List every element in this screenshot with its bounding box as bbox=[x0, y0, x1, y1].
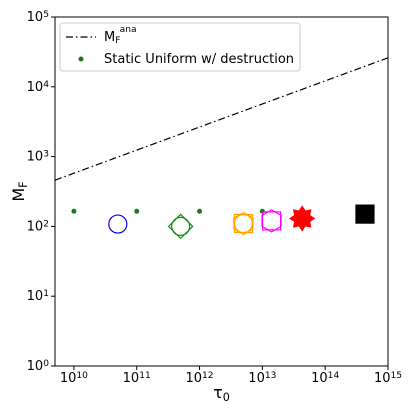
x-tick-label-part: 10 bbox=[248, 371, 265, 386]
x-tick-label: 1012 bbox=[185, 371, 213, 386]
y-tick-label-part: 0 bbox=[43, 359, 49, 369]
x-tick-label: 1014 bbox=[311, 371, 339, 386]
point bbox=[71, 208, 77, 214]
legend-label: MFana bbox=[104, 25, 137, 46]
marker-star bbox=[289, 205, 316, 232]
y-tick-label-part: 2 bbox=[43, 219, 49, 229]
y-axis-label-part: F bbox=[17, 181, 30, 187]
x-tick-label-part: 10 bbox=[60, 371, 77, 386]
x-tick-label: 1013 bbox=[248, 371, 276, 386]
x-tick-label-part: 15 bbox=[390, 371, 402, 381]
legend-label-part: F bbox=[115, 36, 120, 46]
x-tick-label-part: 10 bbox=[185, 371, 202, 386]
y-tick-label-part: 5 bbox=[43, 10, 49, 20]
marker-square bbox=[261, 211, 282, 231]
y-tick-label-part: 10 bbox=[27, 10, 44, 25]
x-tick-label: 1015 bbox=[374, 371, 402, 386]
point bbox=[134, 208, 140, 214]
marker-hexagon bbox=[233, 211, 254, 236]
x-tick-label-part: 10 bbox=[76, 371, 88, 381]
y-tick-label-part: 10 bbox=[27, 80, 44, 95]
marker-hexagon bbox=[261, 209, 282, 233]
y-tick-label: 103 bbox=[27, 150, 50, 165]
y-tick-label: 100 bbox=[27, 359, 50, 374]
y-tick-label-part: 10 bbox=[27, 289, 44, 304]
y-tick-label-part: 4 bbox=[43, 80, 49, 90]
y-tick-label: 104 bbox=[27, 80, 50, 95]
x-tick-label: 1010 bbox=[60, 371, 88, 386]
marker-circle bbox=[233, 213, 254, 234]
y-tick-label-part: 3 bbox=[43, 150, 49, 160]
x-tick-label-part: 13 bbox=[265, 371, 277, 381]
x-axis-label-part: τ bbox=[213, 383, 223, 402]
x-tick-label-part: 10 bbox=[311, 371, 328, 386]
y-tick-label-part: 1 bbox=[43, 289, 49, 299]
plot-frame bbox=[54, 16, 389, 367]
legend: MFana Static Uniform w/ destruction bbox=[59, 22, 301, 72]
y-tick-label: 105 bbox=[27, 10, 49, 25]
marker-diamond bbox=[167, 213, 194, 240]
legend-marker bbox=[78, 56, 84, 62]
y-tick-label-part: 10 bbox=[27, 150, 44, 165]
x-axis-label: τ0 bbox=[213, 383, 230, 404]
y-axis-label: MF bbox=[9, 181, 30, 201]
y-tick-label-part: 10 bbox=[27, 219, 44, 234]
x-tick-label-part: 11 bbox=[139, 371, 151, 381]
legend-label-part: ana bbox=[120, 25, 137, 35]
legend-label: Static Uniform w/ destruction bbox=[104, 52, 294, 67]
x-tick-label: 1011 bbox=[123, 371, 151, 386]
legend-label-part: M bbox=[104, 30, 115, 45]
marker-circle bbox=[171, 216, 191, 236]
line-series bbox=[54, 57, 389, 181]
marker-circle bbox=[108, 214, 128, 234]
x-tick-label-part: 10 bbox=[123, 371, 140, 386]
x-tick-label-part: 14 bbox=[328, 371, 340, 381]
x-tick-label-part: 12 bbox=[202, 371, 214, 381]
marker-square bbox=[355, 204, 375, 224]
y-tick-label-part: 10 bbox=[27, 359, 44, 374]
x-tick-label-part: 10 bbox=[374, 371, 391, 386]
y-tick-label: 101 bbox=[27, 289, 49, 304]
point bbox=[197, 208, 203, 214]
legend-box bbox=[59, 22, 301, 72]
y-axis-label-part: M bbox=[9, 188, 28, 202]
y-tick-label: 102 bbox=[27, 219, 49, 234]
x-axis-label-part: 0 bbox=[223, 391, 230, 404]
